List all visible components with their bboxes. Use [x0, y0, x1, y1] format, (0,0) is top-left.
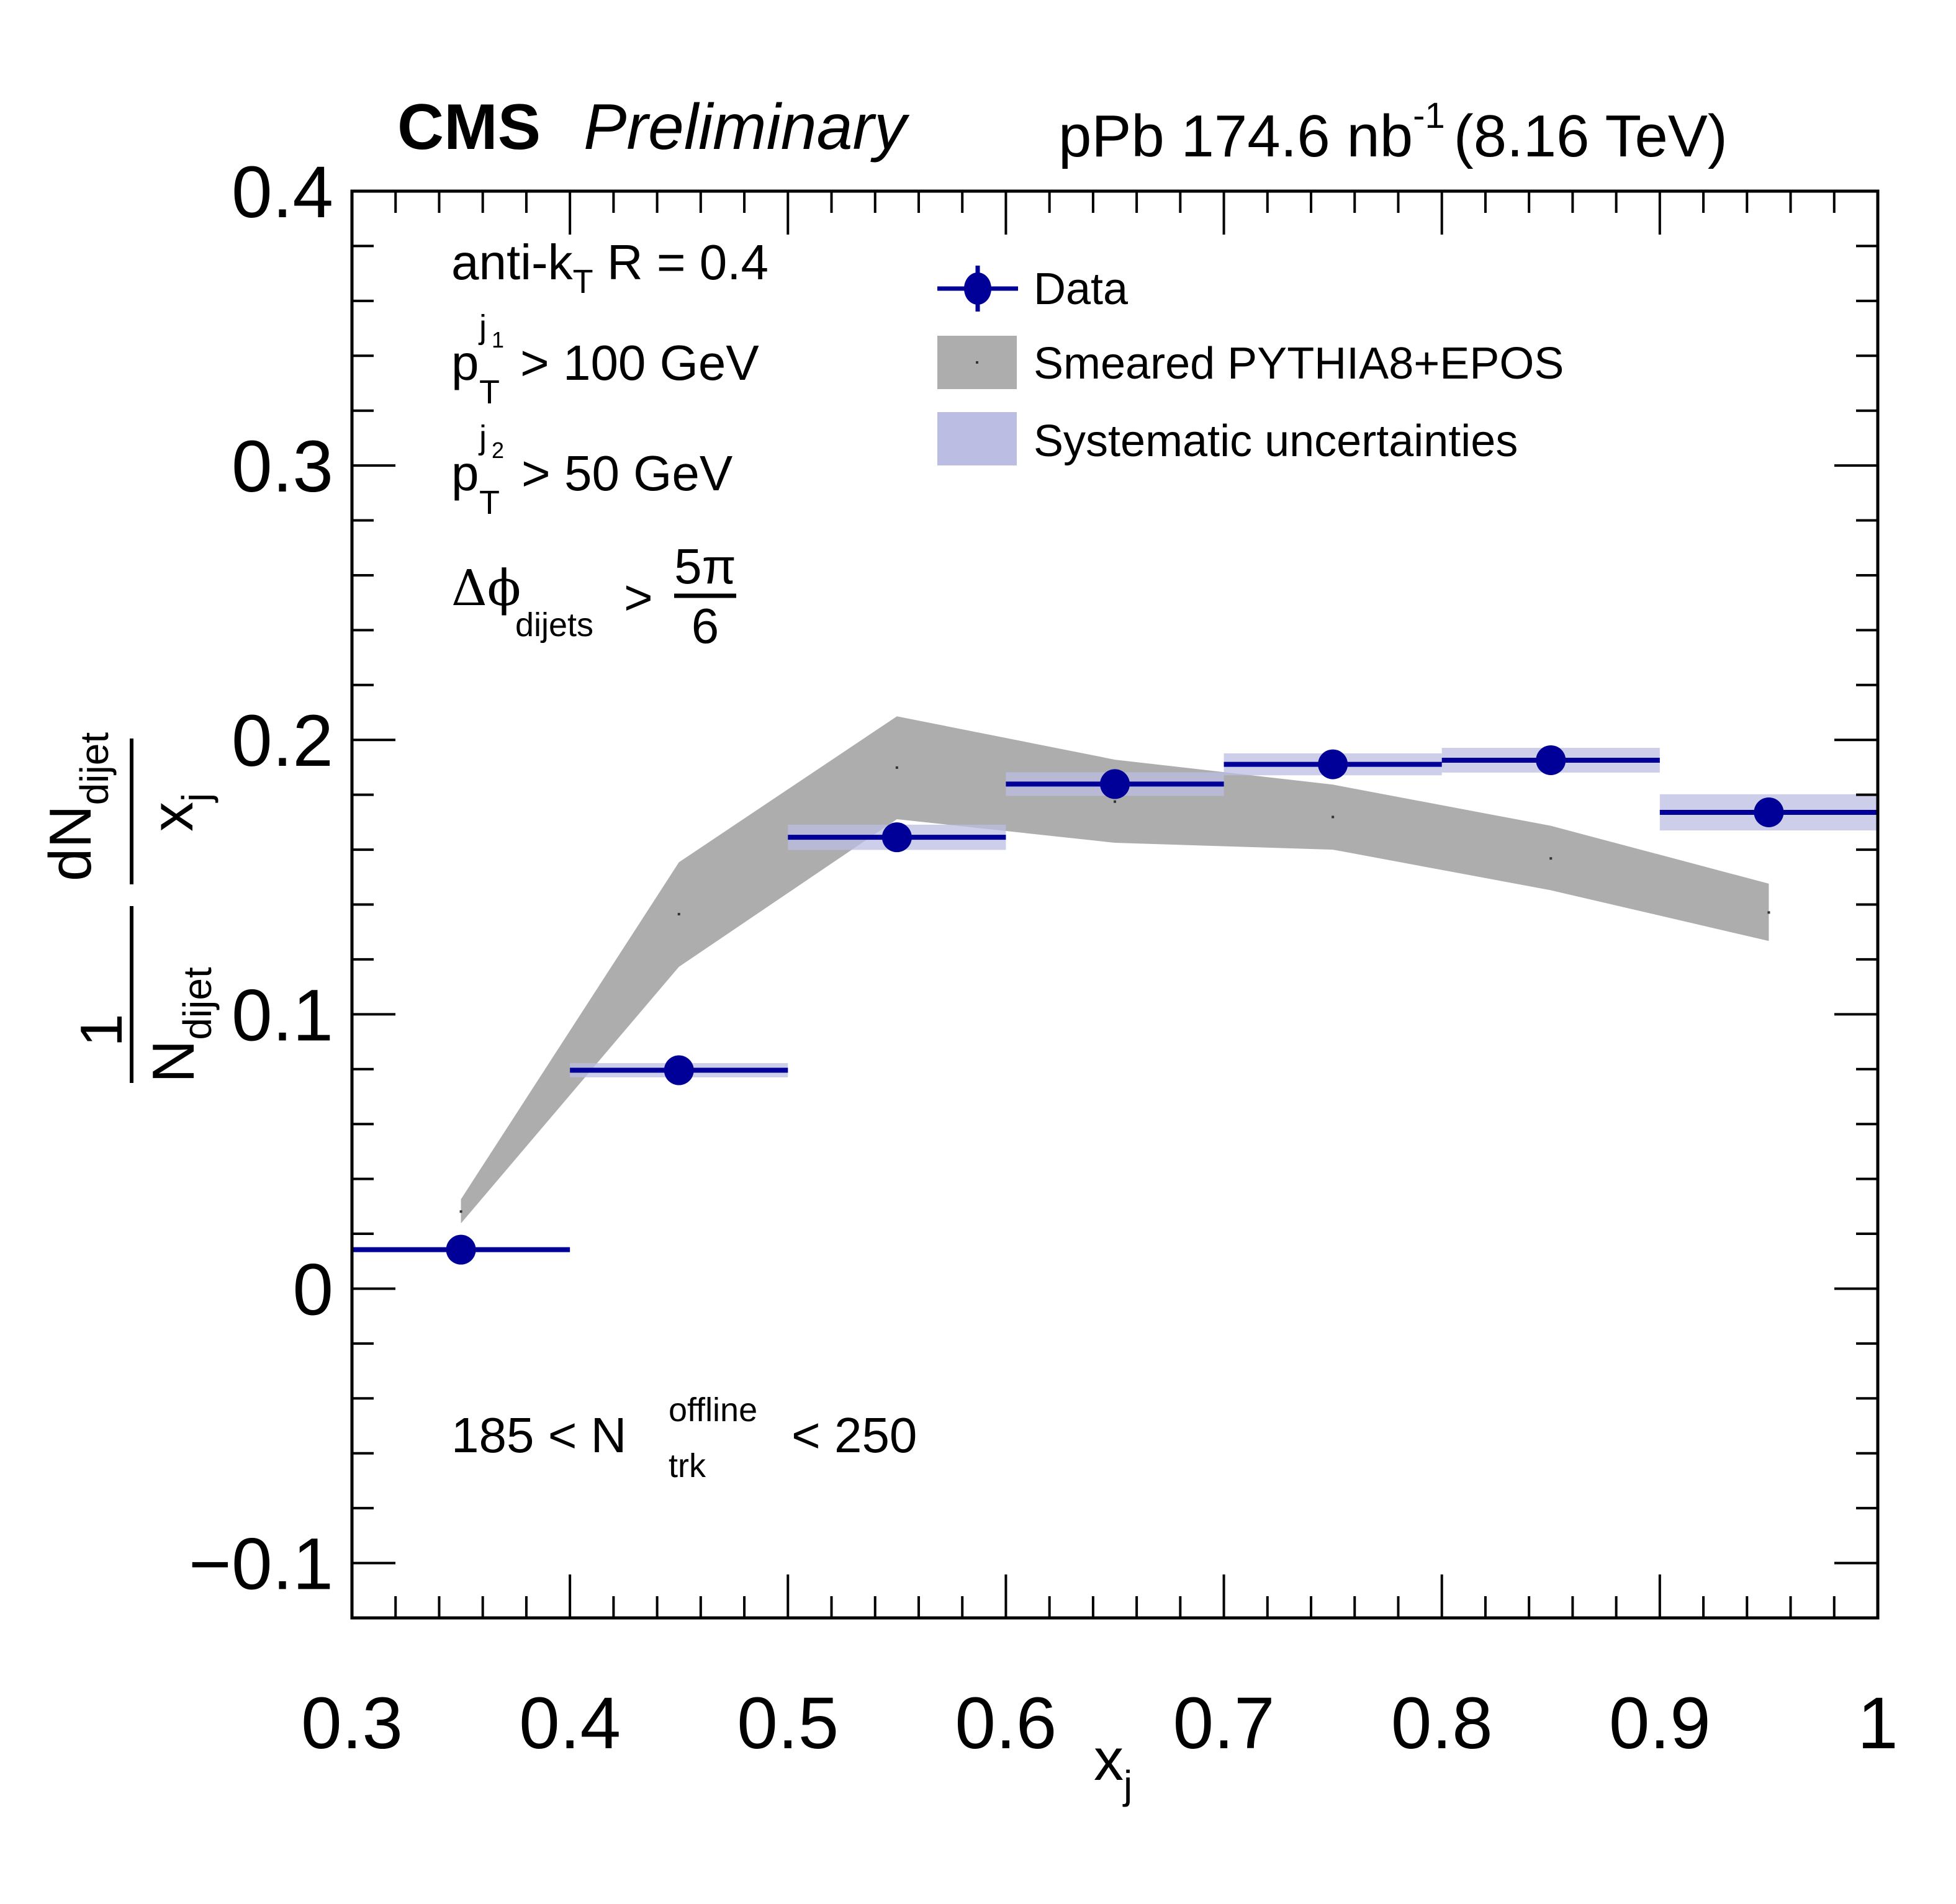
- header-experiment: CMS: [397, 91, 541, 163]
- y-title-xj: xj: [139, 793, 219, 832]
- mc-center-point: [1114, 800, 1116, 803]
- annotation-pt1-rest: > 100 GeV: [520, 335, 759, 390]
- annotation-dphi-numerator: 5π: [674, 539, 736, 594]
- annotation-dphi-gt: >: [624, 570, 653, 625]
- y-axis-title: 1 Ndijet dNdijet xj: [37, 732, 220, 1083]
- y-tick-label: 0: [292, 1249, 333, 1331]
- annotation-dphi-denominator: 6: [692, 598, 719, 653]
- y-tick-labels: −0.1 0 0.1 0.2 0.3 0.4: [189, 151, 333, 1605]
- legend-entry-data: Data: [937, 264, 1129, 314]
- legend-data-label: Data: [1034, 264, 1129, 314]
- x-tick-label: 0.4: [519, 1682, 621, 1764]
- annotation-pt2-sup: j: [478, 419, 487, 456]
- mc-center-point: [1767, 911, 1770, 914]
- data-point: [1318, 749, 1348, 779]
- x-tick-label: 0.5: [737, 1682, 839, 1764]
- mc-center-point: [1549, 857, 1553, 860]
- annotation-algo-main: anti-k: [451, 235, 574, 290]
- data-point: [664, 1055, 694, 1085]
- x-tick-label: 0.3: [301, 1682, 403, 1764]
- annotation-dphi-sub: dijets: [515, 606, 593, 644]
- y-tick-label: 0.2: [232, 700, 333, 782]
- mc-center-point: [1332, 815, 1335, 819]
- plot-frame: [350, 189, 1880, 1620]
- annotation-pt2-p: p: [451, 446, 479, 501]
- y-tick-label: −0.1: [189, 1524, 333, 1605]
- legend-entry-mc: Smeared PYTHIA8+EPOS: [937, 336, 1564, 389]
- annotation-mult-sub: trk: [669, 1447, 706, 1484]
- x-tick-label: 0.7: [1173, 1682, 1275, 1764]
- y-title-one: 1: [68, 1013, 135, 1046]
- annotation-pt2-cut: p j 2 T > 50 GeV: [451, 419, 733, 521]
- data-point: [446, 1234, 476, 1265]
- annotation-algo-rest: R = 0.4: [593, 235, 768, 290]
- header-status: Preliminary: [584, 91, 910, 163]
- data-point: [1536, 745, 1566, 775]
- x-tick-label: 0.8: [1391, 1682, 1493, 1764]
- y-tick-label: 0.1: [232, 974, 333, 1056]
- header-system: pPb 174.6 nb: [1058, 103, 1413, 169]
- header-lumi-exponent: -1: [1413, 96, 1445, 136]
- annotation-pt1-supsub: 1: [492, 327, 504, 353]
- header-lumi: pPb 174.6 nb-1 (8.16 TeV): [1058, 96, 1728, 169]
- legend-data-marker-icon: [964, 272, 991, 305]
- legend-entry-syst: Systematic uncertainties: [937, 412, 1518, 466]
- legend-syst-label: Systematic uncertainties: [1034, 416, 1518, 466]
- mc-center-point: [895, 766, 898, 769]
- y-tick-label: 0.3: [232, 426, 333, 508]
- legend-syst-swatch-icon: [937, 412, 1017, 465]
- y-title-dn: dNdijet: [37, 732, 117, 881]
- annotation-dphi-main: Δϕ: [451, 559, 521, 617]
- annotation-jet-algorithm: anti-kT R = 0.4: [451, 235, 768, 300]
- header-energy: (8.16 TeV): [1454, 103, 1728, 169]
- y-title-ndijet: Ndijet: [140, 967, 220, 1083]
- annotation-dphi-cut: Δϕ dijets > 5π 6: [451, 539, 736, 653]
- x-tick-label: 1: [1857, 1682, 1898, 1764]
- annotation-mult-right: < 250: [791, 1408, 917, 1463]
- mc-center-point: [459, 1210, 462, 1213]
- x-tick-label: 0.6: [955, 1682, 1057, 1764]
- annotation-mult-left: 185 < N: [451, 1408, 626, 1463]
- data-point: [1100, 769, 1130, 799]
- x-tick-labels: 0.3 0.4 0.5 0.6 0.7 0.8 0.9 1: [301, 1682, 1898, 1764]
- annotation-pt1-cut: p j 1 T > 100 GeV: [451, 308, 759, 411]
- annotation-pt1-sub: T: [479, 374, 500, 411]
- legend: Data Smeared PYTHIA8+EPOS Systematic unc…: [937, 264, 1564, 466]
- data-point: [1754, 797, 1784, 827]
- data-point: [881, 822, 912, 853]
- annotation-pt2-supsub: 2: [492, 438, 504, 463]
- annotation-pt2-rest: > 50 GeV: [521, 446, 733, 501]
- annotation-multiplicity: 185 < N offline trk < 250: [451, 1391, 917, 1484]
- annotation-pt2-sub: T: [479, 484, 500, 521]
- annotation-pt1-sup: j: [478, 308, 487, 346]
- annotation-algo-sub: T: [573, 263, 593, 300]
- data-layer: [352, 745, 1878, 1265]
- legend-mc-label: Smeared PYTHIA8+EPOS: [1034, 339, 1564, 388]
- legend-mc-center-icon: [976, 361, 978, 364]
- annotation-pt1-p: p: [451, 335, 479, 390]
- y-tick-label: 0.4: [232, 151, 333, 233]
- annotation-mult-sup: offline: [669, 1391, 757, 1429]
- x-axis-title: xj: [1094, 1727, 1132, 1807]
- x-tick-label: 0.9: [1609, 1682, 1711, 1764]
- mc-center-point: [677, 912, 680, 915]
